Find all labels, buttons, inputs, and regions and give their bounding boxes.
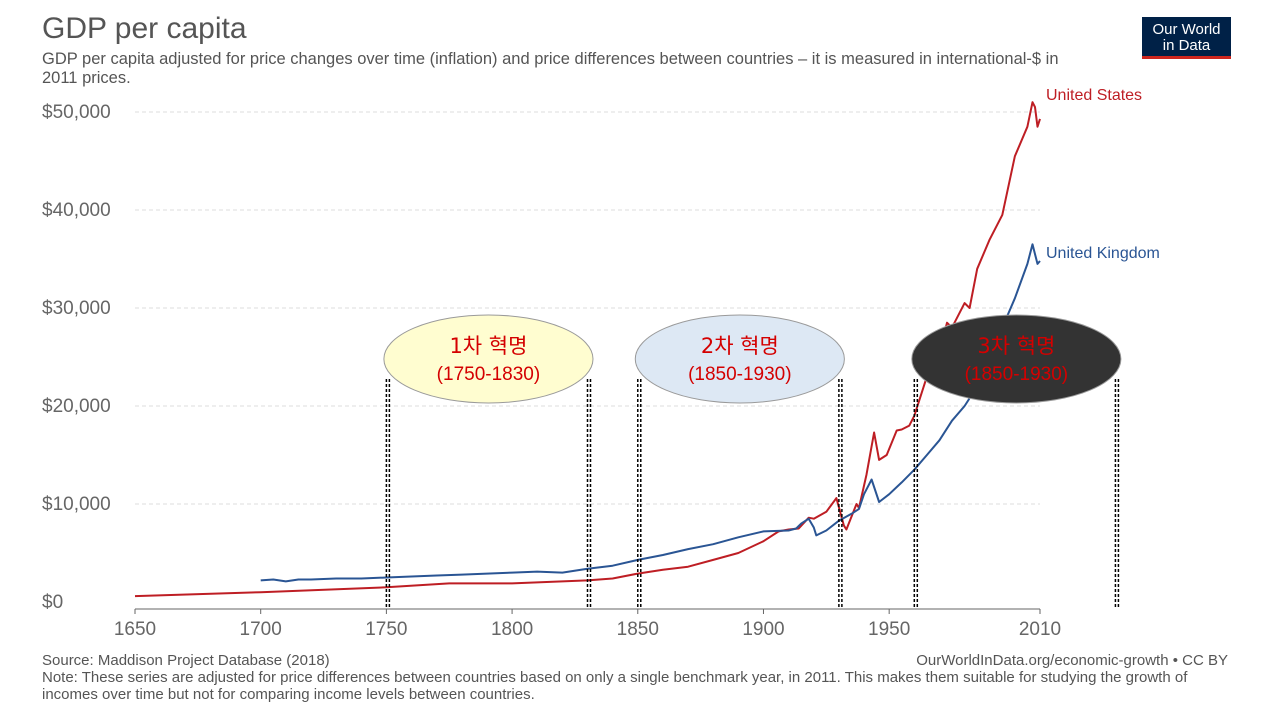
series-label-united-states: United States: [1046, 87, 1142, 104]
logo-accent-bar: [1142, 56, 1231, 59]
x-tick-label: 1700: [240, 619, 282, 640]
series-label-united-kingdom: United Kingdom: [1046, 245, 1160, 262]
revolution-label-3: 3차 혁명: [977, 334, 1055, 358]
y-tick-label: $10,000: [42, 494, 111, 515]
y-tick-label: $0: [42, 592, 63, 613]
revolution-period-2: (1850-1930): [688, 364, 792, 385]
chart-subtitle: GDP per capita adjusted for price change…: [42, 50, 1059, 87]
x-tick-label: 1650: [114, 619, 156, 640]
our-world-in-data-logo[interactable]: Our World in Data: [1142, 17, 1231, 59]
x-tick-label: 1900: [742, 619, 784, 640]
series-line-united-kingdom: [260, 243, 1041, 583]
y-tick-label: $40,000: [42, 200, 111, 221]
y-tick-label: $20,000: [42, 396, 111, 417]
revolution-ellipse-3: [911, 314, 1122, 404]
x-tick-label: 1800: [491, 619, 533, 640]
chart-title: GDP per capita: [42, 12, 247, 45]
source-text: Source: Maddison Project Database (2018): [42, 652, 330, 669]
revolution-label-1: 1차 혁명: [449, 334, 527, 358]
series-line-united-states: [134, 101, 1041, 598]
revolution-period-3: (1850-1930): [965, 364, 1069, 385]
revolution-ellipse-2: [634, 314, 845, 404]
x-tick-label: 1850: [617, 619, 659, 640]
credit-link[interactable]: OurWorldInData.org/economic-growth • CC …: [916, 652, 1228, 669]
x-tick-label: 1750: [365, 619, 407, 640]
logo-line-2: in Data: [1162, 37, 1211, 54]
x-tick-label: 1950: [868, 619, 910, 640]
y-tick-label: $30,000: [42, 298, 111, 319]
y-tick-label: $50,000: [42, 102, 111, 123]
revolution-label-2: 2차 혁명: [701, 334, 779, 358]
note-text: Note: These series are adjusted for pric…: [42, 669, 1188, 703]
revolution-ellipse-1: [383, 314, 594, 404]
revolution-period-1: (1750-1830): [437, 364, 541, 385]
x-tick-label: 2010: [1019, 619, 1061, 640]
logo-line-1: Our World: [1152, 21, 1221, 38]
